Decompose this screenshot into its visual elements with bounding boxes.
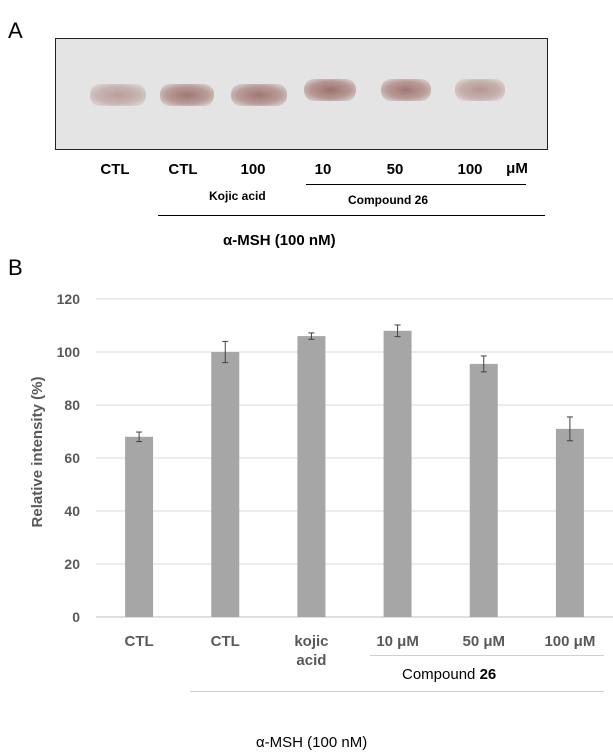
lane-label: 10 bbox=[314, 161, 332, 178]
y-tick-label: 60 bbox=[64, 450, 80, 466]
x-tick-label: 50 μM bbox=[462, 633, 505, 650]
msh-underline-b bbox=[190, 691, 604, 692]
gel-band bbox=[160, 84, 214, 106]
x-tick-label: CTL bbox=[211, 633, 240, 650]
lane-label: 100 bbox=[240, 161, 266, 178]
y-tick-label: 80 bbox=[64, 397, 80, 413]
lane-label: CTL bbox=[168, 161, 198, 178]
msh-label-a: α-MSH (100 nM) bbox=[223, 232, 336, 249]
compound-label-a: Compound 26 bbox=[348, 193, 428, 207]
gel-band bbox=[90, 84, 146, 106]
gel-band bbox=[304, 79, 356, 101]
y-tick-label: 100 bbox=[57, 344, 81, 360]
x-tick-label: 10 μM bbox=[376, 633, 419, 650]
x-tick-label: kojic acid bbox=[294, 633, 328, 669]
x-tick-label: 100 μM bbox=[544, 633, 595, 650]
compound-underline-b bbox=[370, 655, 604, 656]
kojic-acid-label: Kojic acid bbox=[209, 189, 266, 203]
bar bbox=[555, 428, 584, 617]
unit-label: μM bbox=[506, 160, 528, 177]
msh-label-b: α-MSH (100 nM) bbox=[256, 734, 368, 751]
bar bbox=[211, 352, 240, 617]
compound-underline bbox=[306, 184, 526, 185]
gel-band bbox=[455, 79, 505, 101]
y-tick-label: 120 bbox=[57, 291, 81, 307]
y-tick-label: 0 bbox=[72, 609, 80, 625]
bar bbox=[383, 330, 412, 617]
compound-prefix: Compound bbox=[402, 666, 480, 683]
lane-label: 100 bbox=[457, 161, 483, 178]
x-tick-label: CTL bbox=[124, 633, 153, 650]
msh-underline bbox=[158, 215, 545, 216]
y-tick-label: 20 bbox=[64, 556, 80, 572]
compound-number: 26 bbox=[479, 666, 497, 683]
lane-label: CTL bbox=[100, 161, 130, 178]
gel-image bbox=[55, 38, 548, 150]
panel-a-label: A bbox=[8, 18, 23, 43]
lane-label: 50 bbox=[386, 161, 404, 178]
bar bbox=[469, 363, 498, 617]
gel-band bbox=[231, 84, 287, 106]
y-tick-label: 40 bbox=[64, 503, 80, 519]
panel-b-label: B bbox=[8, 255, 23, 280]
y-axis-label: Relative intensity (%) bbox=[29, 377, 46, 528]
compound-label-b: Compound 26 bbox=[402, 666, 496, 683]
gel-band bbox=[381, 79, 431, 101]
bar bbox=[297, 336, 326, 617]
bar bbox=[125, 436, 154, 617]
